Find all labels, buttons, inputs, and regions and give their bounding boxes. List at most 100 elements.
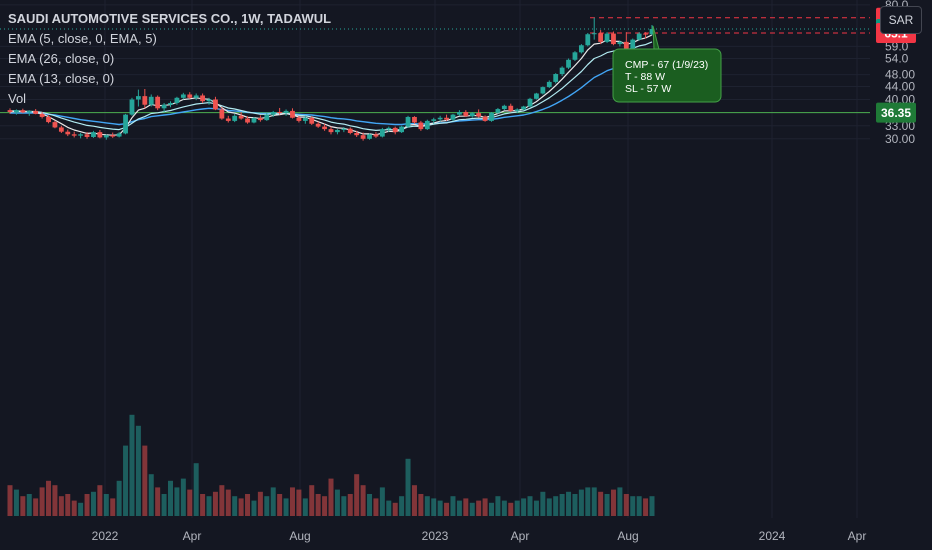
volume-bar — [20, 496, 26, 516]
volume-bar — [630, 496, 636, 516]
candle — [168, 101, 173, 108]
callout-line: SL - 57 W — [625, 83, 671, 95]
volume-bar — [386, 500, 392, 516]
volume-bar — [225, 489, 231, 516]
candle — [251, 116, 257, 124]
volume-bar — [418, 494, 424, 516]
candle-body — [180, 94, 186, 98]
candle — [187, 92, 193, 99]
candle — [482, 115, 488, 122]
symbol-title[interactable]: SAUDI AUTOMOTIVE SERVICES CO., 1W, TADAW… — [8, 11, 332, 26]
volume-bar — [379, 487, 385, 516]
candle — [238, 112, 244, 120]
candle — [200, 93, 205, 103]
candle — [148, 94, 154, 107]
candle — [309, 116, 315, 125]
candle — [213, 96, 218, 111]
volume-bar — [33, 498, 39, 516]
candle — [540, 86, 546, 95]
candle-body — [26, 110, 32, 113]
candle-body — [566, 59, 571, 68]
candle — [521, 105, 526, 111]
volume-bar — [123, 445, 129, 516]
candle-body — [116, 133, 122, 137]
candle — [399, 125, 405, 134]
volume-bar — [489, 502, 494, 516]
candle-body — [572, 52, 578, 60]
indicator-volume[interactable]: Vol — [8, 91, 27, 106]
candle — [52, 120, 58, 129]
candle-body — [225, 118, 231, 121]
volume-bars — [7, 414, 655, 516]
candle — [129, 97, 135, 116]
callout-line: CMP - 67 (1/9/23) — [625, 59, 708, 71]
candle — [405, 115, 411, 128]
time-tick-label: Apr — [183, 529, 202, 543]
candle — [296, 115, 302, 123]
volume-bar — [46, 480, 52, 516]
volume-bar — [78, 502, 84, 516]
candle-body — [578, 45, 584, 53]
time-tick-label: Apr — [848, 529, 867, 543]
candle — [386, 126, 392, 133]
volume-bar — [482, 498, 488, 516]
volume-bar — [328, 478, 334, 516]
candle-body — [283, 110, 289, 114]
volume-bar — [193, 463, 199, 516]
price-tag — [876, 102, 916, 123]
candle — [392, 126, 398, 135]
candle-body — [20, 110, 26, 113]
volume-bar — [245, 494, 251, 516]
candle-body — [302, 117, 308, 121]
candle-body — [238, 115, 244, 119]
candle-body — [193, 95, 199, 98]
candle — [373, 132, 379, 138]
volume-bar — [604, 494, 610, 516]
candle — [360, 132, 366, 141]
currency-button[interactable]: SAR — [880, 6, 922, 34]
volume-bar — [129, 414, 135, 516]
candle — [206, 97, 212, 105]
volume-bar — [270, 487, 276, 516]
candle-body — [546, 81, 552, 88]
volume-bar — [411, 485, 417, 516]
candle — [495, 107, 501, 114]
candle-body — [347, 128, 353, 134]
candle-body — [392, 127, 398, 133]
volume-bar — [13, 489, 19, 516]
volume-bar — [200, 494, 206, 516]
indicator-ema13[interactable]: EMA (13, close, 0) — [8, 71, 115, 86]
volume-bar — [187, 489, 193, 516]
volume-bar — [559, 494, 565, 516]
candle-body — [341, 128, 347, 130]
candle-body — [623, 41, 629, 50]
volume-bar — [39, 487, 45, 516]
volume-bar — [610, 489, 616, 516]
candle-body — [457, 112, 462, 115]
volume-bar — [636, 496, 642, 516]
volume-bar — [585, 487, 591, 516]
candle — [444, 114, 449, 121]
volume-bar — [148, 474, 154, 516]
candle — [161, 102, 167, 113]
indicator-ema5[interactable]: EMA (5, close, 0, EMA, 5) — [8, 31, 157, 46]
candle-body — [553, 74, 559, 82]
volume-bar — [476, 500, 482, 516]
candle — [14, 109, 19, 115]
volume-bar — [566, 491, 572, 516]
candle-body — [168, 102, 173, 105]
volume-bar — [649, 496, 655, 516]
time-axis[interactable]: 2022 Apr Aug 2023 Apr Aug 2024 Apr — [92, 529, 867, 543]
candle-body — [649, 29, 655, 35]
indicator-ema26[interactable]: EMA (26, close, 0) — [8, 51, 115, 66]
candle-body — [482, 116, 488, 121]
candle — [636, 32, 642, 41]
volume-bar — [623, 494, 629, 516]
volume-bar — [456, 500, 462, 516]
volume-bar — [521, 498, 527, 516]
candle-body — [399, 126, 405, 133]
volume-bar — [26, 494, 32, 516]
candle — [424, 119, 430, 130]
candle-body — [277, 112, 283, 114]
candle-body — [322, 126, 327, 130]
